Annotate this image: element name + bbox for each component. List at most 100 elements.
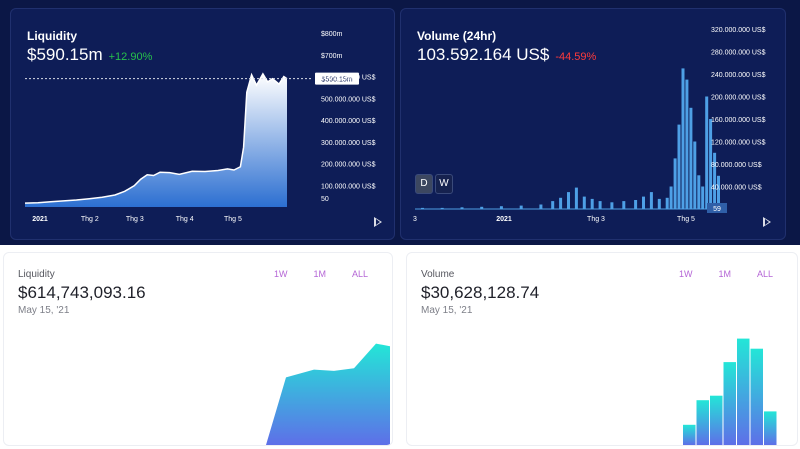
volume-bar [610,202,614,210]
current-volume-tag [707,203,727,213]
volume-dark-panel: 320.000.000 US$ 280.000.000 US$ 240.000.00… [400,8,786,240]
volume-bar [598,201,602,209]
volume-bar [480,206,484,210]
volume-range-selector: 1W 1M ALL [653,269,773,279]
volume-bar [559,197,563,210]
liquidity-dark-chart: $590.15m $800m $700m 600.000.000 US$ 500.000… [24,31,376,223]
volume-bar [622,201,626,209]
volume-bar [697,175,701,210]
volume-bar [665,197,669,210]
y-tick-label: $700m [321,53,343,60]
x-tick-label: 2021 [496,216,512,223]
volume-bar [713,152,717,210]
x-tick-label: Thg 5 [224,216,242,223]
volume-dark-value: 103.592.164 US$ -44.59% [417,45,596,65]
volume-dark-amount: 103.592.164 US$ [417,45,550,64]
volume-dark-title: Volume (24hr) [417,29,497,43]
volume-bar [590,198,594,209]
liquidity-card-value: $614,743,093.16 [18,283,146,302]
volume-bar [689,107,693,210]
volume-bar [649,192,653,209]
volume-card-bar [750,348,763,445]
volume-card-value: $30,628,128.74 [421,283,540,302]
liquidity-area-series [25,73,287,208]
liquidity-dark-amount: $590.15m [27,45,103,64]
y-tick-label: 50 [321,196,329,203]
volume-bar [681,68,685,210]
range-1m-link[interactable]: 1M [718,269,732,279]
volume-card-bar [683,424,696,445]
liquidity-range-selector: 1W 1M ALL [248,269,368,279]
liquidity-play-icon[interactable] [374,217,382,227]
x-tick-label: Thg 5 [677,216,695,223]
x-tick-label: Thg 2 [81,216,99,223]
y-tick-label: 400.000.000 US$ [321,118,376,125]
volume-card-bar [723,362,736,445]
volume-bar [539,204,543,209]
volume-bar [701,186,705,209]
volume-bar [685,79,689,209]
liquidity-card-date: May 15, '21 [18,305,70,316]
volume-dark-change: -44.59% [555,51,597,63]
volume-bar [669,186,673,209]
volume-bar [421,207,424,209]
current-value-tag [315,72,359,85]
y-tick-label: 160.000.000 US$ [711,117,766,124]
y-tick-label: 120.000.000 US$ [711,140,766,147]
y-tick-label: 240.000.000 US$ [711,72,766,79]
daily-toggle-button[interactable]: D [415,174,433,194]
volume-play-icon[interactable] [763,217,771,227]
y-tick-label: 320.000.000 US$ [711,27,766,34]
volume-bar [642,196,645,209]
liquidity-card-label: Liquidity [18,269,55,280]
volume-bar [657,198,661,209]
liquidity-dark-panel: $590.15m $800m $700m 600.000.000 US$ 500.000… [10,8,395,240]
x-tick-label: Thg 3 [587,216,605,223]
y-tick-label: 200.000.000 US$ [711,95,766,102]
liquidity-dark-value: $590.15m +12.90% [27,45,152,65]
liquidity-line [24,72,288,204]
volume-bar [693,141,697,209]
volume-bar [519,205,523,209]
volume-card-date: May 15, '21 [421,305,473,316]
range-1m-link[interactable]: 1M [313,269,327,279]
x-tick-label: 2021 [32,216,48,223]
volume-bar [551,201,555,209]
y-tick-label: 40.000.000 US$ [711,185,762,192]
x-tick-label: 3 [413,216,417,223]
dark-dashboard-strip: $590.15m $800m $700m 600.000.000 US$ 500.000… [0,0,800,245]
range-all-link[interactable]: ALL [757,269,774,279]
range-1w-link[interactable]: 1W [274,269,288,279]
liquidity-card-chart [266,343,390,445]
volume-card-bar [710,395,723,445]
range-all-link[interactable]: ALL [352,269,369,279]
volume-card-label: Volume [421,269,455,280]
volume-dark-chart: 320.000.000 US$ 280.000.000 US$ 240.000.00… [413,27,766,223]
volume-bar [499,206,503,209]
volume-bar [440,207,444,209]
y-tick-label: 280.000.000 US$ [711,50,766,57]
volume-card-bar [764,411,777,445]
volume-bar [460,207,464,209]
y-tick-label: 500.000.000 US$ [321,96,376,103]
volume-bar [677,124,681,209]
volume-bar [717,175,720,209]
y-tick-label: $800m [321,31,343,38]
volume-bar [673,158,677,209]
volume-bar [567,192,570,209]
x-tick-label: Thg 4 [176,216,194,223]
y-tick-label: 600.000.000 US$ [321,75,376,82]
x-tick-label: Thg 3 [126,216,144,223]
liquidity-card-area [266,343,390,445]
y-tick-label: 80.000.000 US$ [711,162,762,169]
volume-card-bar [737,338,750,445]
liquidity-dark-title: Liquidity [27,29,77,43]
y-tick-label: 300.000.000 US$ [321,140,376,147]
volume-bar [582,196,586,209]
volume-card: Volume $30,628,128.74 May 15, '21 1W 1M AL… [406,252,798,446]
liquidity-dark-change: +12.90% [108,51,153,63]
weekly-toggle-button[interactable]: W [435,174,453,194]
y-tick-label: 200.000.000 US$ [321,162,376,169]
volume-card-chart [683,338,777,445]
range-1w-link[interactable]: 1W [679,269,693,279]
